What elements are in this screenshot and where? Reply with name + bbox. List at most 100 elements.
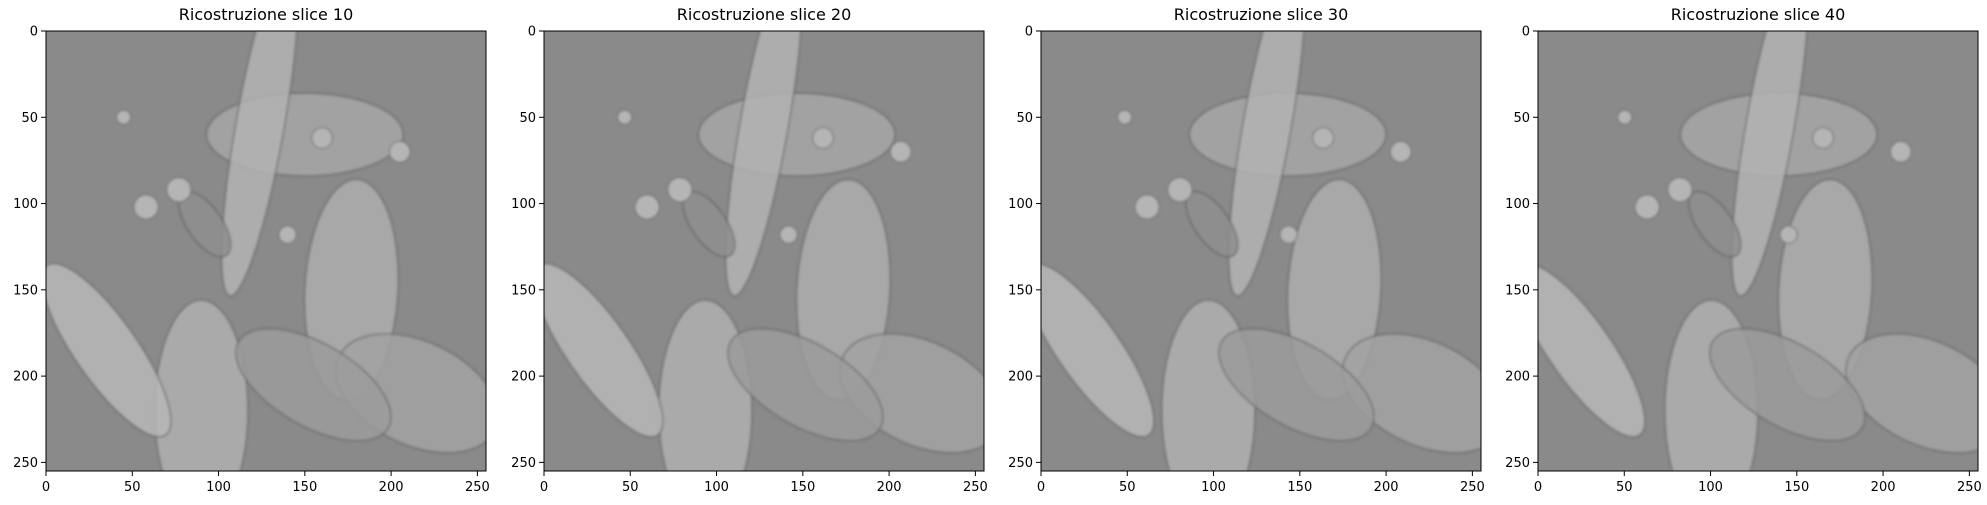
phantom-dot (812, 127, 834, 149)
phantom-shape (697, 92, 896, 177)
x-tick-label: 0 (42, 480, 50, 495)
y-tick-label: 200 (511, 370, 536, 385)
x-tick-label: 250 (1460, 480, 1485, 495)
x-tick-label: 200 (877, 480, 902, 495)
phantom-dot (116, 109, 132, 125)
phantom-dot (667, 177, 693, 203)
y-tick-label: 150 (511, 283, 536, 298)
phantom-dot (133, 194, 159, 220)
chart-title-2: Ricostruzione slice 20 (677, 5, 852, 24)
y-tick-label: 0 (528, 25, 536, 40)
y-tick-label: 0 (1025, 25, 1033, 40)
phantom-shape (727, 328, 884, 442)
phantom-dot (889, 140, 912, 163)
axes-frame-3 (1040, 30, 1482, 472)
y-tick-label: 200 (1008, 370, 1033, 385)
chart-panel-2: Ricostruzione slice 20 0 50 100 150 200 250 0 50… (511, 5, 988, 495)
x-tick-label: 250 (963, 480, 988, 495)
y-tick-label: 150 (13, 283, 38, 298)
x-tick-label: 250 (465, 480, 490, 495)
phantom-shape (1538, 262, 1646, 438)
phantom-dot (1617, 109, 1633, 125)
phantom-dot (779, 225, 798, 244)
x-tick-label: 100 (206, 480, 231, 495)
phantom-dot (1167, 177, 1193, 203)
x-tick-label: 0 (1534, 480, 1542, 495)
phantom-dot (1779, 225, 1798, 244)
phantom-dot (1117, 109, 1133, 125)
phantom-dot (1389, 140, 1412, 163)
y-tick-label: 250 (511, 456, 536, 471)
phantom-shape (725, 31, 803, 297)
x-tick-label: 50 (622, 480, 639, 495)
phantom-dot (1812, 127, 1834, 149)
phantom-dot (1312, 127, 1334, 149)
y-tick-label: 100 (13, 197, 38, 212)
phantom-dot (388, 140, 411, 163)
x-tick-label: 150 (292, 480, 317, 495)
x-tick-label: 0 (1037, 480, 1045, 495)
axes-frame-4 (1537, 30, 1979, 472)
y-tick-label: 100 (511, 197, 536, 212)
x-tick-label: 50 (1616, 480, 1633, 495)
chart-title-1: Ricostruzione slice 10 (179, 5, 354, 24)
phantom-shape (1218, 328, 1375, 442)
y-tick-label: 150 (1008, 283, 1033, 298)
phantom-shape (46, 262, 172, 438)
y-tick-label: 250 (13, 456, 38, 471)
phantom-dot (311, 127, 333, 149)
chart-panel-3: Ricostruzione slice 30 0 50 100 150 200 250 0 50… (1008, 5, 1485, 495)
y-tick-label: 150 (1505, 283, 1530, 298)
y-tick-label: 0 (1522, 25, 1530, 40)
phantom-dot (1634, 194, 1660, 220)
x-tick-label: 250 (1957, 480, 1982, 495)
axes-frame-1 (45, 30, 487, 472)
x-tick-label: 150 (790, 480, 815, 495)
axes-frame-2 (543, 30, 985, 472)
chart-panel-1: Ricostruzione slice 10 0 50 100 150 200 250 0 50… (13, 5, 490, 495)
y-tick-label: 200 (13, 370, 38, 385)
x-tick-label: 200 (1374, 480, 1399, 495)
phantom-shape (1041, 262, 1155, 438)
chart-title-3: Ricostruzione slice 30 (1174, 5, 1349, 24)
x-tick-label: 50 (1119, 480, 1136, 495)
phantom-dot (1889, 140, 1912, 163)
phantom-dot (617, 109, 633, 125)
phantom-shape (1228, 31, 1306, 297)
phantom-dot (166, 177, 192, 203)
y-tick-label: 100 (1505, 197, 1530, 212)
y-tick-label: 200 (1505, 370, 1530, 385)
x-tick-label: 200 (379, 480, 404, 495)
y-tick-label: 50 (1513, 111, 1530, 126)
y-tick-label: 250 (1505, 456, 1530, 471)
y-tick-label: 100 (1008, 197, 1033, 212)
y-tick-label: 250 (1008, 456, 1033, 471)
phantom-shape (154, 299, 249, 471)
chart-title-4: Ricostruzione slice 40 (1671, 5, 1846, 24)
x-tick-label: 0 (540, 480, 548, 495)
phantom-shape (1709, 328, 1866, 442)
phantom-dot (278, 225, 297, 244)
phantom-dot (1279, 225, 1298, 244)
x-tick-label: 100 (1201, 480, 1226, 495)
y-tick-label: 50 (21, 111, 38, 126)
x-tick-label: 200 (1871, 480, 1896, 495)
y-tick-label: 50 (1016, 111, 1033, 126)
phantom-shape (658, 299, 753, 471)
phantom-shape (1845, 333, 1978, 454)
x-tick-label: 100 (1698, 480, 1723, 495)
phantom-shape (221, 31, 299, 297)
phantom-shape (1731, 31, 1809, 297)
y-tick-label: 0 (30, 25, 38, 40)
phantom-dot (634, 194, 660, 220)
x-tick-label: 150 (1784, 480, 1809, 495)
phantom-shape (235, 328, 392, 442)
x-tick-label: 100 (704, 480, 729, 495)
phantom-dot (1134, 194, 1160, 220)
phantom-shape (1342, 333, 1481, 454)
phantom-dot (1667, 177, 1693, 203)
chart-panel-4: Ricostruzione slice 40 0 50 100 150 200 250 0 50… (1505, 5, 1982, 495)
x-tick-label: 150 (1287, 480, 1312, 495)
phantom-shape (544, 262, 664, 438)
